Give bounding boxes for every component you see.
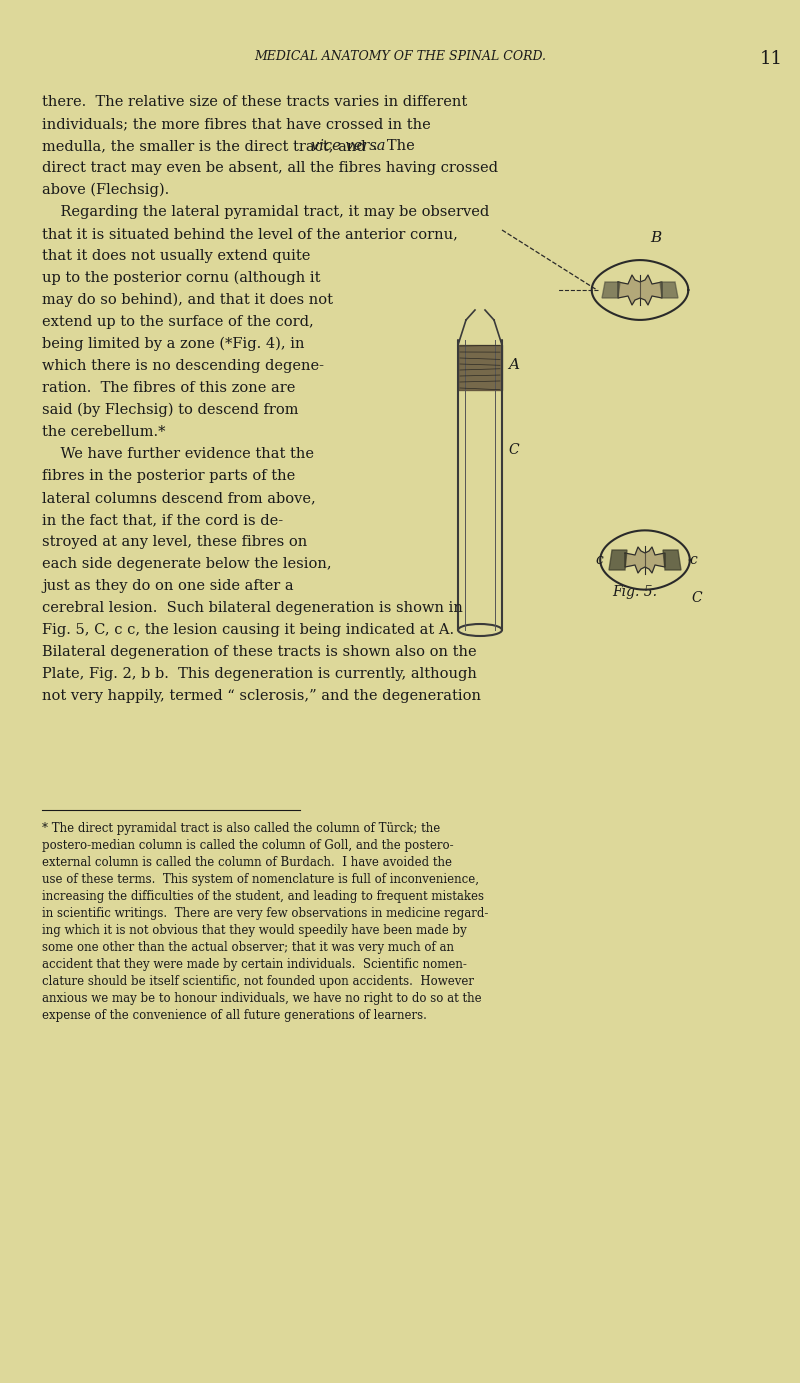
Text: ing which it is not obvious that they would speedily have been made by: ing which it is not obvious that they wo… <box>42 924 466 938</box>
Text: accident that they were made by certain individuals.  Scientific nomen-: accident that they were made by certain … <box>42 958 467 971</box>
Polygon shape <box>663 550 681 570</box>
Polygon shape <box>609 550 627 570</box>
Text: MEDICAL ANATOMY OF THE SPINAL CORD.: MEDICAL ANATOMY OF THE SPINAL CORD. <box>254 50 546 64</box>
Text: postero-median column is called the column of Goll, and the postero-: postero-median column is called the colu… <box>42 839 454 852</box>
Text: external column is called the column of Burdach.  I have avoided the: external column is called the column of … <box>42 856 452 869</box>
Text: said (by Flechsig) to descend from: said (by Flechsig) to descend from <box>42 402 298 418</box>
Text: just as they do on one side after a: just as they do on one side after a <box>42 579 294 593</box>
Text: some one other than the actual observer; that it was very much of an: some one other than the actual observer;… <box>42 940 454 954</box>
Text: ration.  The fibres of this zone are: ration. The fibres of this zone are <box>42 380 295 396</box>
Text: that it is situated behind the level of the anterior cornu,: that it is situated behind the level of … <box>42 227 458 241</box>
Text: .  The: . The <box>373 140 415 154</box>
Text: vice versa: vice versa <box>311 140 386 154</box>
Text: Regarding the lateral pyramidal tract, it may be observed: Regarding the lateral pyramidal tract, i… <box>42 205 490 219</box>
Text: may do so behind), and that it does not: may do so behind), and that it does not <box>42 293 333 307</box>
Text: C: C <box>691 591 702 604</box>
Text: c: c <box>595 553 602 567</box>
Polygon shape <box>660 282 678 297</box>
Polygon shape <box>625 548 665 573</box>
Text: in scientific writings.  There are very few observations in medicine regard-: in scientific writings. There are very f… <box>42 907 488 920</box>
Text: above (Flechsig).: above (Flechsig). <box>42 183 170 198</box>
Text: the cerebellum.*: the cerebellum.* <box>42 425 166 438</box>
Polygon shape <box>602 282 620 297</box>
Text: C: C <box>508 443 518 456</box>
Text: each side degenerate below the lesion,: each side degenerate below the lesion, <box>42 557 332 571</box>
Text: that it does not usually extend quite: that it does not usually extend quite <box>42 249 310 263</box>
Text: Fig. 5.: Fig. 5. <box>613 585 658 599</box>
Text: in the fact that, if the cord is de-: in the fact that, if the cord is de- <box>42 513 283 527</box>
Text: increasing the difficulties of the student, and leading to frequent mistakes: increasing the difficulties of the stude… <box>42 891 484 903</box>
Text: direct tract may even be absent, all the fibres having crossed: direct tract may even be absent, all the… <box>42 160 498 176</box>
Text: c: c <box>689 553 697 567</box>
Text: use of these terms.  This system of nomenclature is full of inconvenience,: use of these terms. This system of nomen… <box>42 873 479 887</box>
Text: We have further evidence that the: We have further evidence that the <box>42 447 314 461</box>
Text: lateral columns descend from above,: lateral columns descend from above, <box>42 491 316 505</box>
Text: there.  The relative size of these tracts varies in different: there. The relative size of these tracts… <box>42 95 467 109</box>
Text: expense of the convenience of all future generations of learners.: expense of the convenience of all future… <box>42 1010 427 1022</box>
Text: up to the posterior cornu (although it: up to the posterior cornu (although it <box>42 271 321 285</box>
Text: not very happily, termed “ sclerosis,” and the degeneration: not very happily, termed “ sclerosis,” a… <box>42 689 481 703</box>
Polygon shape <box>592 260 688 319</box>
Text: Plate, Fig. 2, b b.  This degeneration is currently, although: Plate, Fig. 2, b b. This degeneration is… <box>42 667 477 680</box>
Text: cerebral lesion.  Such bilateral degeneration is shown in: cerebral lesion. Such bilateral degenera… <box>42 602 463 615</box>
Text: clature should be itself scientific, not founded upon accidents.  However: clature should be itself scientific, not… <box>42 975 474 987</box>
Text: extend up to the surface of the cord,: extend up to the surface of the cord, <box>42 315 314 329</box>
Text: individuals; the more fibres that have crossed in the: individuals; the more fibres that have c… <box>42 118 430 131</box>
Text: A: A <box>508 358 519 372</box>
Polygon shape <box>618 275 662 306</box>
Text: stroyed at any level, these fibres on: stroyed at any level, these fibres on <box>42 535 307 549</box>
Text: Bilateral degeneration of these tracts is shown also on the: Bilateral degeneration of these tracts i… <box>42 644 477 660</box>
Text: 11: 11 <box>760 50 783 68</box>
Text: being limited by a zone (*Fig. 4), in: being limited by a zone (*Fig. 4), in <box>42 337 305 351</box>
Text: Fig. 5, C, c c, the lesion causing it being indicated at A.: Fig. 5, C, c c, the lesion causing it be… <box>42 622 454 638</box>
Text: fibres in the posterior parts of the: fibres in the posterior parts of the <box>42 469 295 483</box>
Text: anxious we may be to honour individuals, we have no right to do so at the: anxious we may be to honour individuals,… <box>42 992 482 1005</box>
Text: which there is no descending degene-: which there is no descending degene- <box>42 360 324 373</box>
Polygon shape <box>600 530 690 589</box>
Text: B: B <box>650 231 662 245</box>
Text: * The direct pyramidal tract is also called the column of Türck; the: * The direct pyramidal tract is also cal… <box>42 822 440 835</box>
Text: medulla, the smaller is the direct tract, and: medulla, the smaller is the direct tract… <box>42 140 370 154</box>
